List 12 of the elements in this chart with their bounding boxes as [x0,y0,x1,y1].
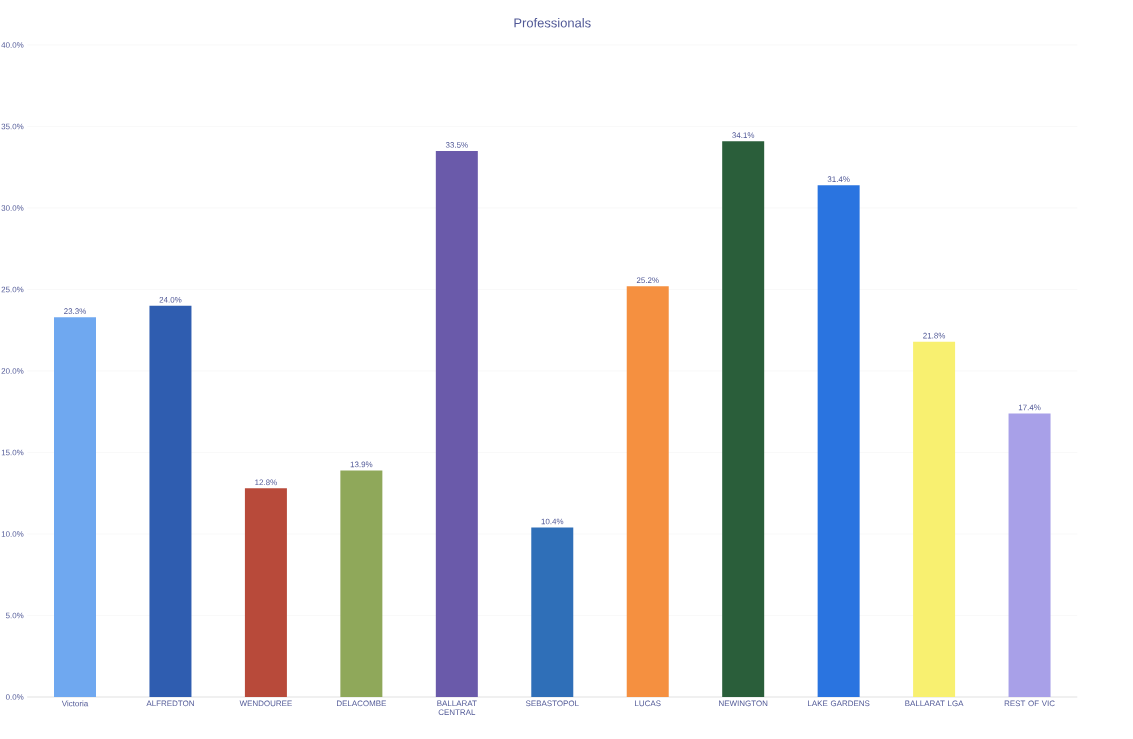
bar [1008,413,1051,697]
bar [149,305,192,697]
chart-title: Professionals [514,17,591,28]
bar [435,150,478,697]
bar [244,488,287,697]
bar [626,286,669,697]
bar [722,141,765,697]
bar [817,185,860,697]
bar [340,470,383,697]
bar [531,527,574,697]
bar [913,341,956,697]
bar [54,317,96,697]
